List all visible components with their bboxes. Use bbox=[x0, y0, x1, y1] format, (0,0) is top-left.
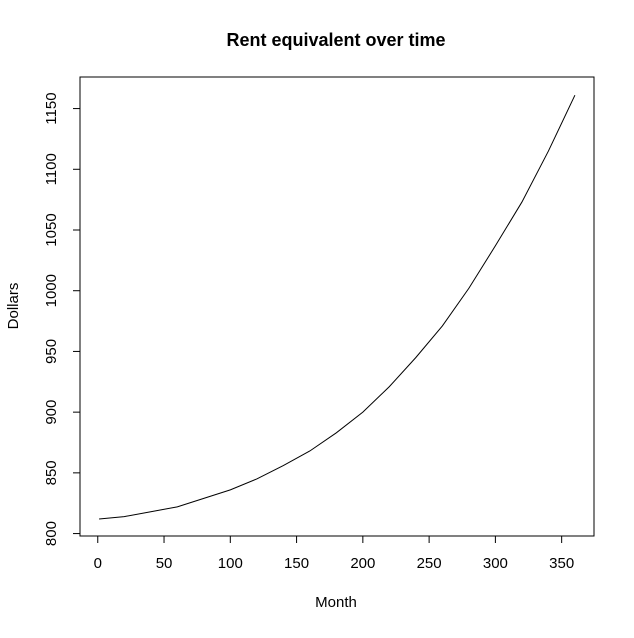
x-tick-label: 300 bbox=[483, 555, 508, 572]
x-tick-label: 50 bbox=[156, 555, 173, 572]
x-tick-label: 100 bbox=[218, 555, 243, 572]
x-axis-label: Month bbox=[315, 594, 357, 611]
y-tick-label: 800 bbox=[43, 521, 60, 546]
y-tick-label: 850 bbox=[43, 460, 60, 485]
y-axis-label: Dollars bbox=[5, 283, 22, 330]
x-tick-label: 150 bbox=[284, 555, 309, 572]
chart-title: Rent equivalent over time bbox=[226, 30, 445, 50]
x-tick-label: 0 bbox=[94, 555, 102, 572]
y-tick-label: 1150 bbox=[43, 92, 60, 124]
y-tick-label: 1100 bbox=[43, 153, 60, 185]
x-tick-label: 350 bbox=[549, 555, 574, 572]
line-series bbox=[99, 94, 576, 520]
y-tick-label: 950 bbox=[43, 339, 60, 364]
x-tick-label: 250 bbox=[417, 555, 442, 572]
x-tick-label: 200 bbox=[350, 555, 375, 572]
y-tick-label: 1050 bbox=[43, 213, 60, 246]
y-tick-label: 1000 bbox=[43, 274, 60, 307]
y-tick-label: 900 bbox=[43, 400, 60, 425]
